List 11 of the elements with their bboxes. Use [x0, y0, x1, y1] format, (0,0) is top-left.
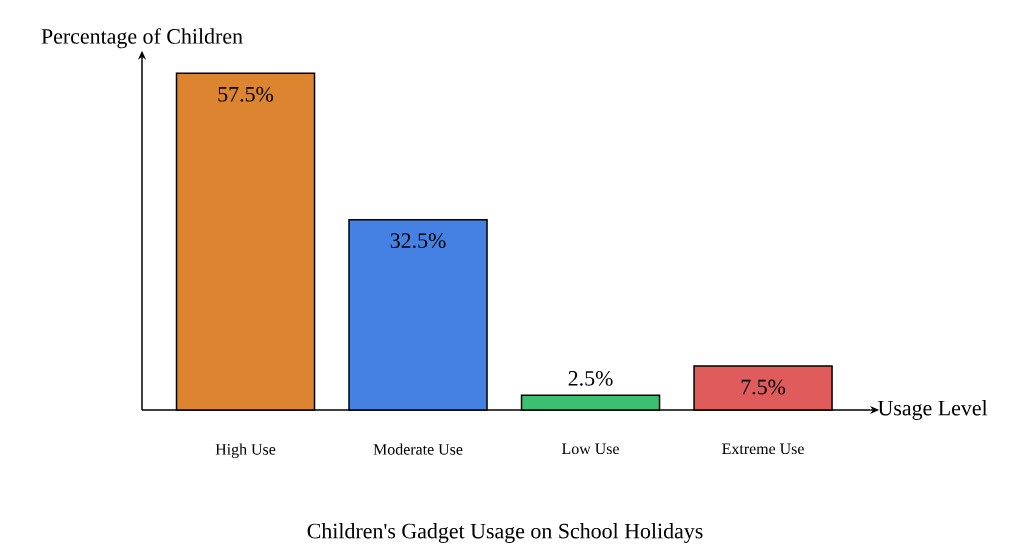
data-label: 2.5%: [568, 370, 613, 386]
x-axis-title: Usage Level: [877, 400, 988, 420]
x-tick-label: Low Use: [561, 443, 619, 455]
x-tick-label: Extreme Use: [722, 443, 804, 455]
data-label: 57.5%: [218, 86, 274, 102]
y-axis-title: Percentage of Children: [41, 28, 243, 49]
x-tick-label: Moderate Use: [373, 443, 463, 455]
data-label: 7.5%: [741, 379, 786, 395]
x-tick-label: High Use: [215, 443, 276, 459]
text: Children's Gadget Usage on School Holidays: [307, 523, 703, 543]
data-label: 32.5%: [390, 233, 446, 249]
